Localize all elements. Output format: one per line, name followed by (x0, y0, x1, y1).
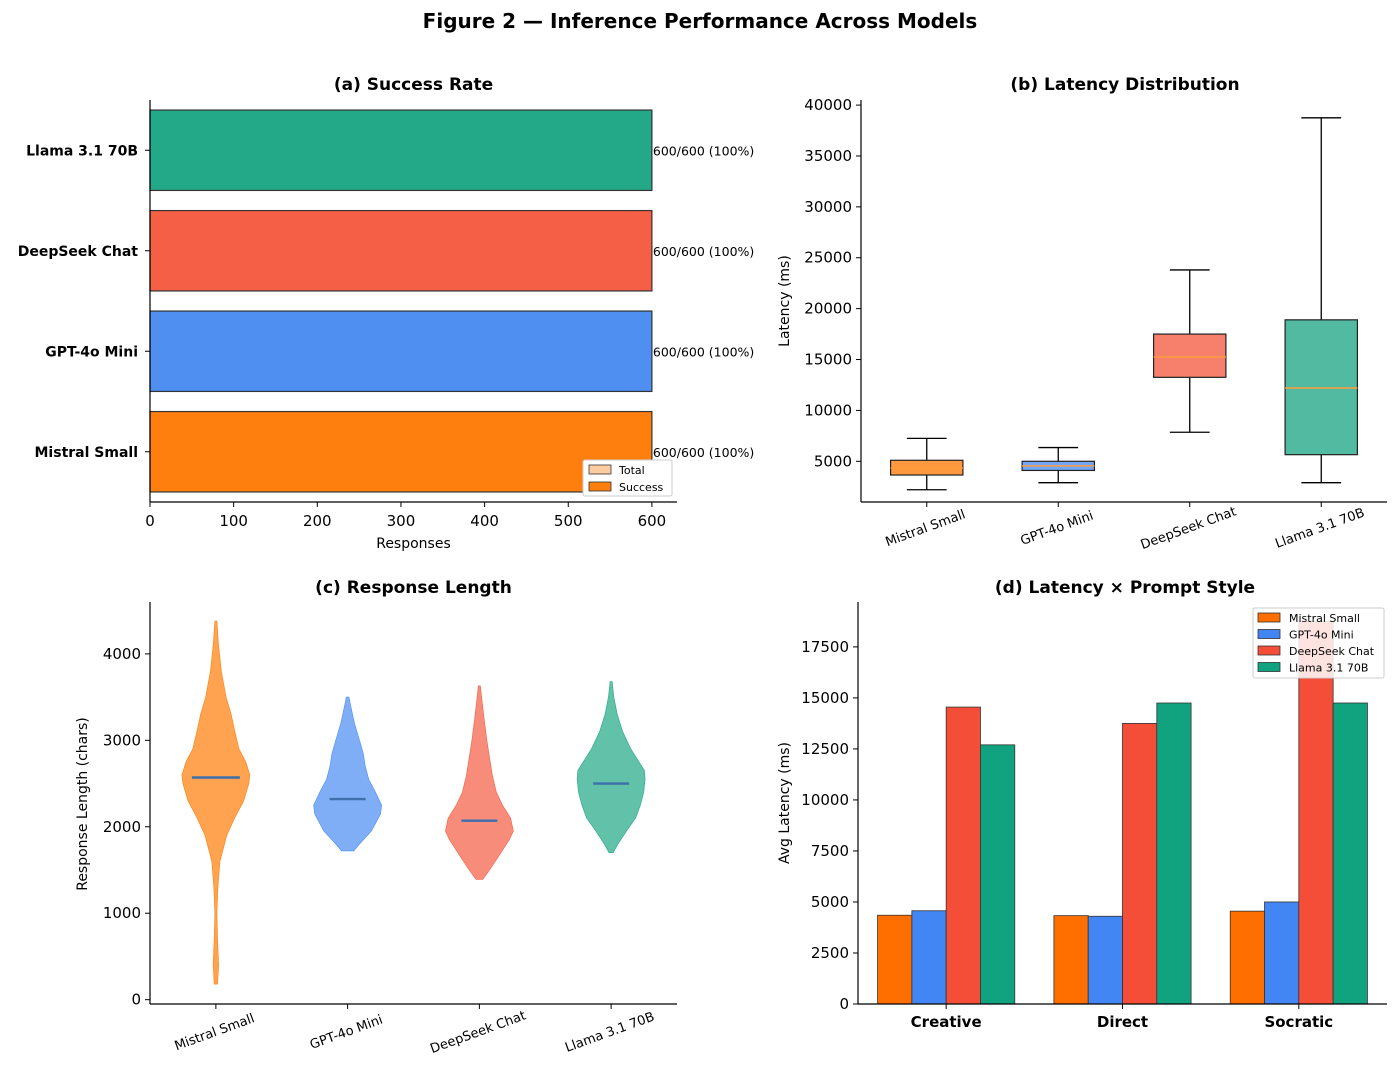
panel-latency-prompt-style: (d) Latency × Prompt Style Creative Direct… (777, 578, 1387, 1031)
bar-success-gpt-4o-mini (149, 310, 653, 393)
xtick-label-creative: Creative (911, 1013, 982, 1031)
panel-c-ytick-label: 4000 (103, 645, 141, 663)
legend-swatch-total (588, 464, 612, 475)
figure-title: Figure 2 — Inference Performance Across … (423, 9, 978, 33)
bar-creative-mistral-small (877, 914, 913, 1005)
xtick-label: 100 (219, 512, 248, 530)
ytick-label-gpt-4o-mini: GPT-4o Mini (45, 344, 138, 360)
panel-b-ytick-label: 10000 (804, 401, 852, 419)
panel-c-ytick-label: 3000 (103, 731, 141, 749)
xtick-label: 0 (145, 512, 155, 530)
panel-c-ytick-label: 1000 (103, 904, 141, 922)
panel-c-ytick-label: 0 (131, 991, 141, 1009)
data-label-deepseek-chat: 600/600 (100%) (653, 244, 754, 259)
violin-mistral-small (181, 620, 251, 985)
panel-d-ytick-label: 5000 (811, 893, 849, 911)
panel-success-rate: (a) Success Rate Mistral Small 600/600 (10… (18, 75, 755, 552)
bar-creative-gpt-4o-mini (911, 910, 947, 1005)
panel-d-ytick-label: 17500 (801, 638, 849, 656)
panel-d-title: (d) Latency × Prompt Style (995, 578, 1255, 598)
xtick-label-direct: Direct (1097, 1013, 1148, 1031)
violin-deepseek-chat (445, 685, 514, 880)
y-axis-label: Response Length (chars) (75, 717, 91, 891)
bar-direct-mistral-small (1053, 915, 1089, 1005)
xtick-label-socratic: Socratic (1264, 1013, 1333, 1031)
legend-swatch-llama-3-1-70b (1257, 662, 1281, 672)
ytick-label-llama-3-1-70b: Llama 3.1 70B (26, 143, 138, 159)
panel-d-ytick-label: 15000 (801, 689, 849, 707)
legend-label-mistral-small: Mistral Small (1289, 612, 1360, 625)
y-axis-label: Latency (ms) (777, 255, 793, 347)
data-label-llama-3-1-70b: 600/600 (100%) (653, 143, 754, 158)
box-deepseek-chat (1152, 333, 1227, 378)
panel-b-ytick-label: 25000 (804, 249, 852, 267)
bar-direct-llama-3-1-70b (1156, 702, 1192, 1005)
bar-socratic-gpt-4o-mini (1264, 901, 1300, 1005)
xtick-label: 300 (387, 512, 416, 530)
ytick-label-mistral-small: Mistral Small (35, 445, 139, 461)
xtick-label-gpt-4o-mini: GPT-4o Mini (1019, 509, 1096, 549)
bar-socratic-mistral-small (1229, 910, 1265, 1005)
xtick-label-gpt-4o-mini: GPT-4o Mini (308, 1013, 385, 1053)
panel-b-ytick-label: 35000 (804, 147, 852, 165)
data-label-gpt-4o-mini: 600/600 (100%) (653, 344, 754, 359)
xtick-label-deepseek-chat: DeepSeek Chat (428, 1008, 528, 1056)
panel-response-length: (c) Response Length Mistral Small GPT-4o M… (75, 578, 677, 1057)
legend-label-llama-3-1-70b: Llama 3.1 70B (1289, 662, 1368, 675)
legend-swatch-deepseek-chat (1257, 645, 1281, 656)
violin-llama-3-1-70b (576, 681, 646, 854)
legend-label-total: Total (618, 464, 645, 477)
panel-c-ytick-label: 2000 (103, 818, 141, 836)
panel-d-ytick-label: 2500 (811, 944, 849, 962)
panel-b-ytick-label: 5000 (814, 452, 852, 470)
xtick-label: 400 (470, 512, 499, 530)
legend-label-deepseek-chat: DeepSeek Chat (1289, 645, 1375, 658)
panel-b-ytick-label: 20000 (804, 300, 852, 318)
panel-a-title: (a) Success Rate (334, 75, 493, 95)
x-axis-label: Responses (376, 536, 451, 552)
y-axis-label: Avg Latency (ms) (777, 742, 793, 864)
legend-label-gpt-4o-mini: GPT-4o Mini (1289, 629, 1354, 642)
panel-b-ytick-label: 30000 (804, 198, 852, 216)
bar-success-llama-3-1-70b (149, 109, 653, 192)
panel-d-ytick-label: 0 (839, 995, 849, 1013)
legend-box (1252, 607, 1385, 679)
panel-d-ytick-label: 12500 (801, 740, 849, 758)
xtick-label-deepseek-chat: DeepSeek Chat (1139, 504, 1239, 552)
legend-swatch-gpt-4o-mini (1257, 629, 1281, 639)
panel-b-ytick-label: 40000 (804, 96, 852, 114)
xtick-label: 200 (303, 512, 332, 530)
bar-success-mistral-small (149, 410, 653, 493)
violin-gpt-4o-mini (313, 696, 382, 852)
xtick-label-llama-3-1-70b: Llama 3.1 70B (563, 1010, 656, 1056)
panel-c-title: (c) Response Length (315, 578, 512, 598)
bar-socratic-llama-3-1-70b (1332, 702, 1368, 1005)
bar-socratic-deepseek-chat (1298, 620, 1334, 1005)
bar-direct-deepseek-chat (1122, 723, 1158, 1005)
xtick-label: 500 (554, 512, 583, 530)
panel-b-title: (b) Latency Distribution (1010, 75, 1239, 95)
bar-creative-deepseek-chat (945, 706, 981, 1005)
data-label-mistral-small: 600/600 (100%) (653, 445, 754, 460)
xtick-label-mistral-small: Mistral Small (173, 1011, 257, 1054)
panel-d-ytick-label: 10000 (801, 791, 849, 809)
xtick-label-mistral-small: Mistral Small (884, 507, 968, 550)
legend-swatch-mistral-small (1257, 612, 1281, 623)
panel-b-ytick-label: 15000 (804, 351, 852, 369)
xtick-label-llama-3-1-70b: Llama 3.1 70B (1273, 506, 1366, 552)
legend-label-success: Success (619, 481, 664, 494)
legend-swatch-success (588, 481, 612, 492)
xtick-label: 600 (638, 512, 667, 530)
bar-success-deepseek-chat (149, 209, 653, 292)
bar-direct-gpt-4o-mini (1087, 915, 1123, 1005)
bar-creative-llama-3-1-70b (980, 744, 1016, 1005)
ytick-label-deepseek-chat: DeepSeek Chat (18, 244, 139, 260)
panel-latency-distribution: (b) Latency Distribution Mistral Small GPT… (777, 75, 1387, 553)
panel-d-ytick-label: 7500 (811, 842, 849, 860)
box-llama-3-1-70b (1284, 319, 1359, 456)
